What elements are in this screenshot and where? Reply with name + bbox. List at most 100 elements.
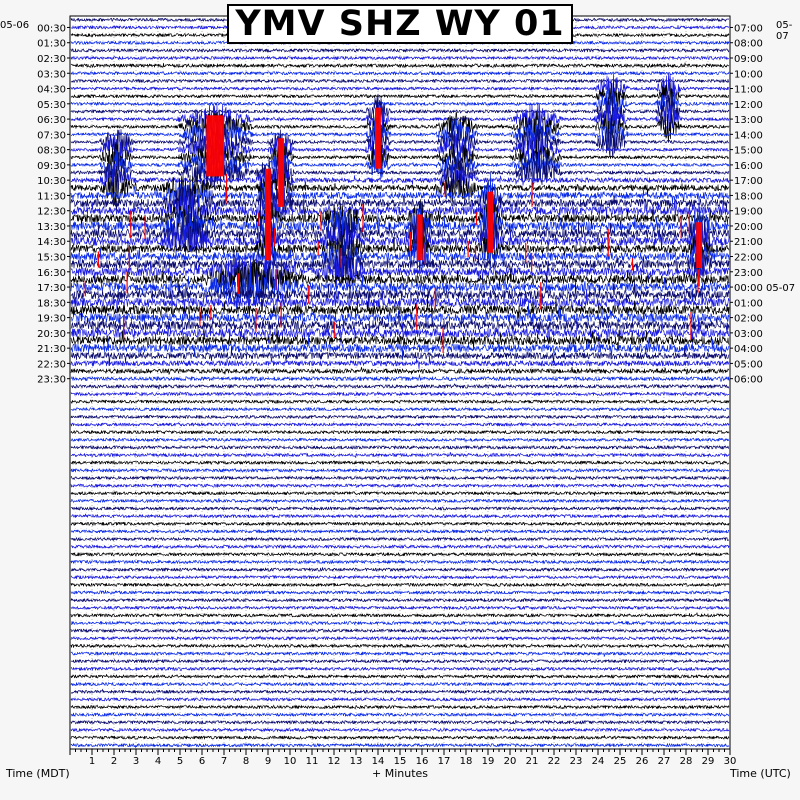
trace-row bbox=[70, 712, 730, 717]
trace-row bbox=[70, 133, 730, 166]
trace-row bbox=[70, 374, 730, 382]
trace-row bbox=[70, 498, 730, 504]
trace-row bbox=[70, 294, 730, 323]
trace-row bbox=[70, 575, 730, 580]
trace-row bbox=[70, 422, 730, 427]
trace-row bbox=[70, 451, 730, 458]
right-tick-label: 01:00 bbox=[734, 298, 763, 309]
right-tick-label: 18:00 bbox=[734, 191, 763, 202]
x-tick-label: 26 bbox=[636, 756, 649, 767]
trace-row bbox=[70, 355, 730, 370]
trace-row bbox=[70, 513, 730, 519]
trace-row bbox=[70, 383, 730, 390]
right-time-axis: 07:00 08:00 09:00 10:00 11:00 12:00 13:00 14:00… bbox=[730, 23, 795, 386]
right-tick-label: 10:00 bbox=[734, 69, 763, 80]
trace-row bbox=[70, 643, 730, 648]
right-tick-label: 17:00 bbox=[734, 176, 763, 187]
trace-row bbox=[70, 86, 730, 121]
trace-row bbox=[70, 475, 729, 480]
trace-row bbox=[70, 468, 730, 473]
trace-row bbox=[70, 71, 730, 76]
x-tick-label: 19 bbox=[482, 756, 495, 767]
right-tick-label: 21:00 bbox=[734, 237, 763, 248]
x-tick-label: 7 bbox=[221, 756, 227, 767]
trace-row bbox=[70, 635, 730, 641]
clipped-signal-markers bbox=[84, 107, 703, 353]
trace-row bbox=[70, 673, 730, 679]
trace-row bbox=[70, 62, 730, 68]
left-tick-label: 18:30 bbox=[37, 298, 66, 309]
right-tick-label: 16:00 bbox=[734, 161, 763, 172]
trace-row bbox=[70, 437, 730, 443]
trace-row bbox=[70, 399, 730, 405]
minute-gridlines bbox=[75, 16, 725, 749]
trace-row bbox=[70, 582, 730, 588]
left-tick-label: 09:30 bbox=[37, 161, 66, 172]
trace-row bbox=[70, 735, 730, 740]
left-tick-label: 19:30 bbox=[37, 314, 66, 325]
trace-row bbox=[70, 598, 730, 603]
trace-row bbox=[70, 148, 730, 183]
right-tick-label: 05:00 bbox=[734, 359, 763, 370]
trace-row bbox=[70, 213, 730, 261]
trace-row bbox=[70, 335, 730, 361]
trace-row bbox=[70, 73, 730, 106]
trace-row bbox=[70, 605, 730, 610]
trace-row bbox=[70, 81, 730, 112]
trace-row bbox=[70, 48, 730, 53]
left-tick-label: 11:30 bbox=[37, 191, 66, 202]
trace-row bbox=[70, 199, 730, 238]
right-tick-label: 23:00 bbox=[734, 268, 763, 279]
right-tick-label: 03:00 bbox=[734, 329, 763, 340]
trace-row bbox=[70, 651, 730, 657]
x-tick-label: 8 bbox=[243, 756, 249, 767]
trace-row bbox=[70, 111, 730, 144]
trace-row bbox=[70, 414, 730, 419]
trace-row bbox=[70, 244, 730, 283]
trace-row bbox=[70, 521, 730, 526]
trace-row bbox=[71, 621, 730, 625]
trace-row bbox=[70, 391, 730, 396]
trace-row bbox=[70, 537, 730, 542]
trace-row bbox=[70, 326, 730, 351]
right-tick-label: 00:00 05-07 bbox=[734, 283, 795, 294]
trace-row bbox=[70, 719, 730, 725]
left-tick-label: 10:30 bbox=[37, 176, 66, 187]
right-axis-label: Time (UTC) bbox=[730, 767, 791, 780]
right-tick-label: 19:00 bbox=[734, 207, 763, 218]
x-tick-label: 22 bbox=[548, 756, 561, 767]
left-tick-label: 03:30 bbox=[37, 69, 66, 80]
x-tick-label: 2 bbox=[111, 756, 117, 767]
left-tick-label: 05:30 bbox=[37, 100, 66, 111]
right-tick-label: 07:00 bbox=[734, 23, 763, 34]
trace-row bbox=[70, 689, 730, 694]
trace-row bbox=[70, 139, 730, 173]
right-tick-label: 13:00 bbox=[734, 115, 763, 126]
trace-row bbox=[70, 124, 730, 160]
left-tick-label: 21:30 bbox=[37, 344, 66, 355]
trace-row bbox=[70, 682, 730, 687]
trace-row bbox=[70, 658, 730, 664]
trace-row bbox=[70, 310, 730, 337]
x-tick-label: 30 bbox=[724, 756, 737, 767]
trace-row bbox=[70, 229, 730, 267]
right-tick-label: 20:00 bbox=[734, 222, 763, 233]
chart-title: YMV SHZ WY 01 bbox=[227, 4, 573, 44]
x-tick-label: 5 bbox=[177, 756, 183, 767]
left-tick-label: 22:30 bbox=[37, 359, 66, 370]
left-tick-label: 07:30 bbox=[37, 130, 66, 141]
trace-row bbox=[70, 628, 730, 633]
trace-row bbox=[70, 191, 730, 231]
trace-row bbox=[70, 286, 730, 317]
trace-row bbox=[70, 407, 730, 412]
clipped-event bbox=[416, 214, 423, 261]
trace-row bbox=[70, 445, 730, 450]
left-time-axis: 00:30 01:30 02:30 03:30 04:30 05:30 06:30 07:30… bbox=[37, 23, 70, 386]
left-tick-label: 04:30 bbox=[37, 85, 66, 96]
trace-row bbox=[70, 346, 730, 366]
trace-row bbox=[70, 253, 730, 294]
left-tick-label: 02:30 bbox=[37, 54, 66, 65]
minute-axis: 1 2 3 4 5 6 7 8 9 10 11 12 13 14 15 16 17 18 19 20 21 22 23 24 2… bbox=[69, 749, 737, 767]
trace-row bbox=[70, 173, 730, 215]
x-tick-label: 23 bbox=[570, 756, 583, 767]
